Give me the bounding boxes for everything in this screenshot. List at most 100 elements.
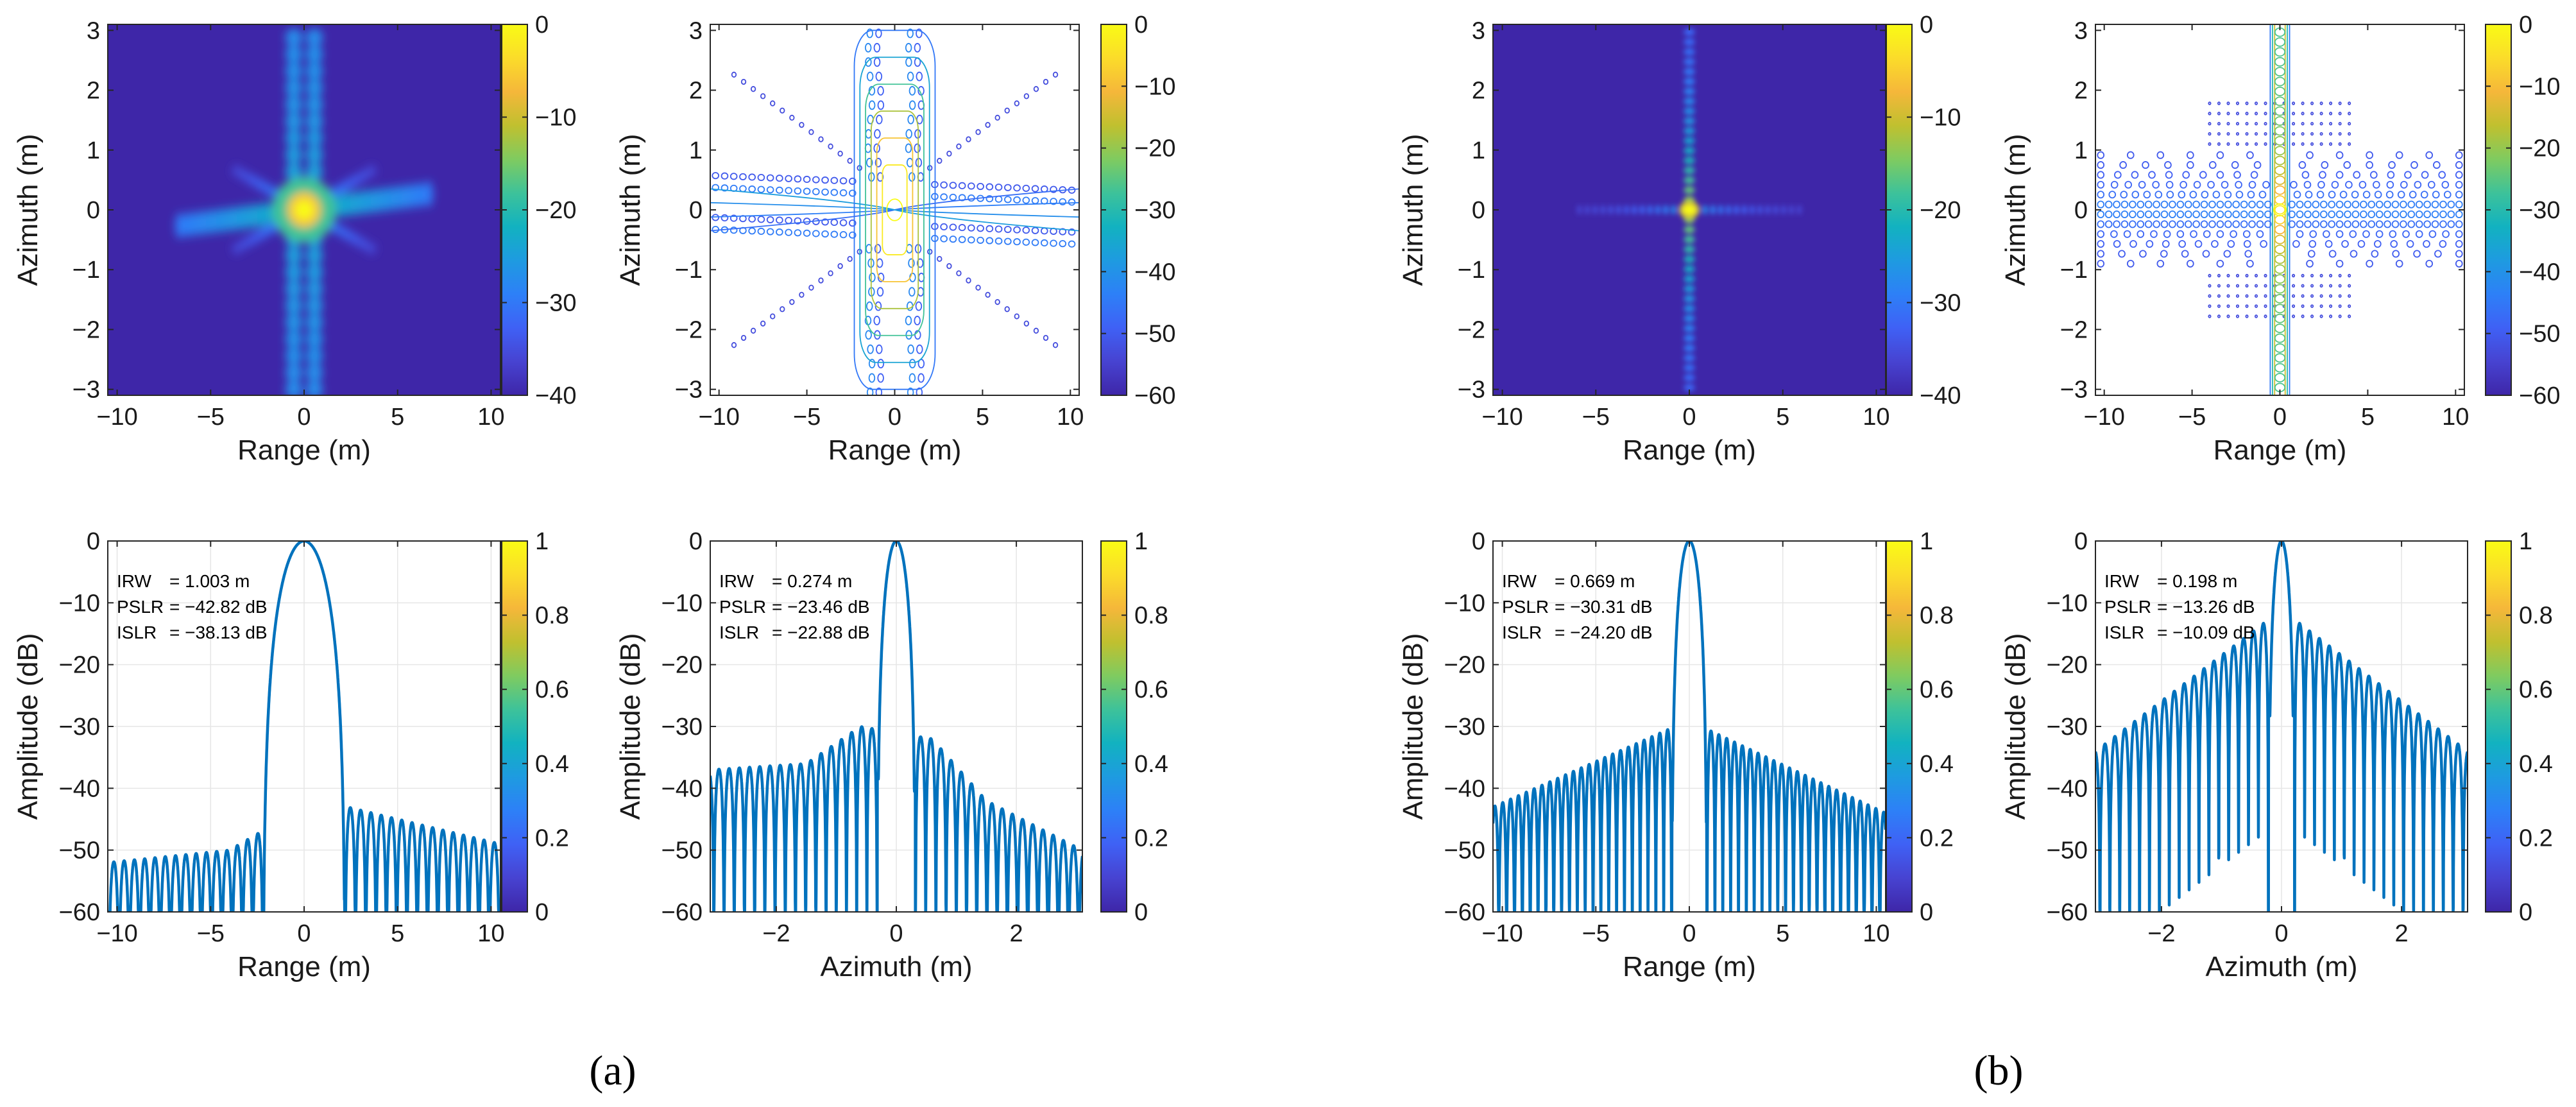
contour-ring — [968, 236, 975, 244]
contour-ring — [2274, 96, 2286, 107]
contour-ring — [2233, 171, 2241, 179]
contour-ring — [2324, 240, 2333, 248]
contour-ring — [2274, 116, 2286, 126]
y-tick-label: 0 — [87, 528, 100, 555]
contour-ring — [760, 320, 766, 327]
contour-ring — [2274, 76, 2286, 87]
contour-ring — [2144, 200, 2153, 209]
contour-ring — [2245, 121, 2249, 126]
contour-ring — [2274, 245, 2286, 254]
contour-ring — [2292, 304, 2296, 308]
contour-ring — [2216, 171, 2224, 179]
image-lobe — [305, 146, 323, 164]
contour-ring — [968, 182, 975, 190]
contour-ring — [1023, 320, 1030, 327]
image-peak-core — [294, 200, 314, 219]
contour-ring — [1050, 185, 1057, 193]
contour-ring — [2415, 210, 2423, 219]
contour-ring — [1022, 238, 1030, 246]
contour-ring — [907, 71, 914, 82]
contour-ring — [2384, 210, 2391, 219]
colorbar-tick-label: −20 — [1134, 135, 1175, 162]
contour-ring — [2406, 240, 2414, 248]
image-lobe — [1684, 334, 1695, 342]
contour-ring — [994, 184, 1003, 191]
contour-ring — [2310, 101, 2314, 105]
contour-ring — [848, 219, 857, 227]
contour-ring — [2138, 180, 2146, 189]
contour-ring — [1059, 228, 1067, 236]
colorbar-tick-label: −10 — [1134, 73, 1175, 100]
image-lobe — [1684, 255, 1695, 263]
image-lobe — [305, 62, 323, 80]
contour-ring — [2246, 259, 2254, 268]
contour-ring — [2319, 142, 2323, 146]
contour-ring — [940, 223, 948, 231]
contour-ring — [2208, 112, 2212, 116]
contour-ring — [2264, 142, 2267, 146]
contour-ring — [2306, 259, 2314, 268]
contour-ring — [2169, 210, 2176, 219]
contour-ring — [2310, 112, 2314, 116]
image-lobe — [216, 207, 228, 234]
image-lobe — [1684, 186, 1695, 194]
contour-ring — [2097, 220, 2105, 228]
contour-ring — [908, 258, 915, 268]
contour-ring — [985, 183, 994, 191]
contour-ring — [812, 176, 820, 184]
image-lobe — [1684, 245, 1695, 253]
contour-ring — [1014, 313, 1019, 320]
x-tick-label: 2 — [1010, 920, 1023, 947]
contour-ring — [2274, 304, 2286, 314]
contour-ring — [866, 301, 873, 311]
image-lobe — [1749, 205, 1755, 215]
contour-ring — [2216, 200, 2224, 209]
contour-ring — [908, 287, 916, 297]
contour-ring — [2290, 180, 2298, 189]
contour-ring — [839, 177, 848, 185]
contour-ring — [739, 173, 747, 180]
contour-ring — [2414, 180, 2422, 189]
contour-ring — [760, 93, 766, 99]
image-lobe — [305, 280, 323, 298]
y-tick-label: −40 — [2047, 775, 2088, 802]
contour-ring — [2253, 161, 2262, 169]
contour-ring — [2193, 180, 2201, 189]
image-lobe — [1702, 205, 1708, 215]
contour-ring — [1004, 107, 1010, 114]
contour-ring — [2292, 101, 2296, 105]
colorbar-tick-label: 0.4 — [535, 751, 569, 778]
contour-ring — [2329, 121, 2333, 126]
contour-ring — [2348, 273, 2351, 278]
contour-ring — [985, 291, 991, 298]
contour-ring — [2431, 210, 2439, 219]
contour-ring — [905, 57, 912, 67]
image-lobe — [411, 182, 423, 209]
x-tick-label: 0 — [2274, 920, 2288, 947]
contour-ring — [2292, 142, 2296, 146]
image-lobe — [305, 313, 323, 332]
contour-level — [870, 110, 919, 309]
contour-ring — [2216, 151, 2224, 159]
contour-ring — [2301, 294, 2305, 298]
contour-ring — [2245, 294, 2249, 298]
contour-ring — [2301, 314, 2305, 318]
image-lobe — [247, 203, 259, 230]
contour-ring — [2254, 273, 2258, 278]
contour-ring — [2274, 353, 2286, 363]
contour-ring — [1050, 198, 1057, 205]
contour-ring — [2345, 180, 2353, 189]
contour-ring — [757, 227, 765, 236]
contour-ring — [830, 230, 839, 238]
contour-ring — [2224, 200, 2232, 209]
contour-ring — [2319, 220, 2328, 228]
contour-ring — [2113, 210, 2120, 219]
contour-ring — [2384, 220, 2391, 228]
y-tick-label: 2 — [1472, 78, 1485, 105]
colorbar-tick-label: 0 — [535, 899, 549, 926]
contour-ring — [877, 100, 885, 110]
contour-ring — [2319, 294, 2323, 298]
contour-ring — [2235, 132, 2240, 136]
contour-ring — [2245, 314, 2249, 318]
